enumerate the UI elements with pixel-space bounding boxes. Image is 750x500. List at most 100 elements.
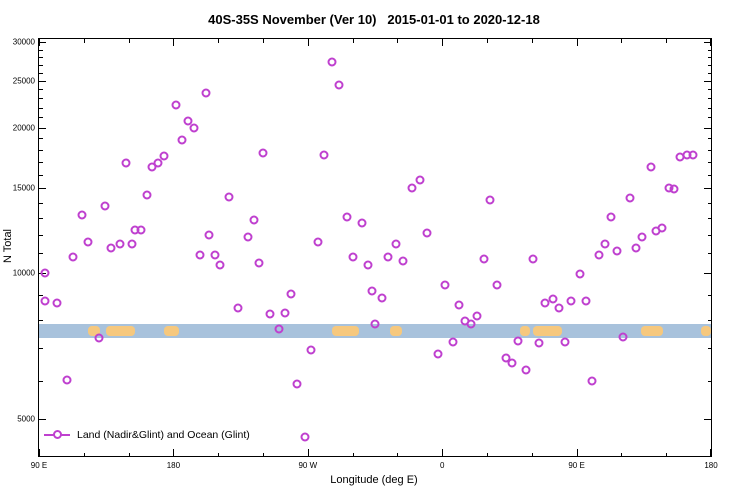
x-tick (397, 452, 399, 456)
data-point (204, 230, 214, 240)
y-tick (39, 188, 46, 190)
data-point (422, 228, 432, 238)
legend-circle-icon (53, 430, 62, 439)
y-tick (707, 320, 711, 322)
y-tick (707, 234, 711, 236)
y-tick (39, 117, 43, 119)
y-tick (707, 56, 711, 58)
y-tick (707, 107, 711, 109)
data-point (370, 319, 380, 329)
data-point (612, 246, 622, 256)
y-tick (39, 80, 46, 82)
y-tick (39, 202, 43, 204)
data-point (280, 308, 290, 318)
x-tick (531, 39, 533, 43)
data-point (215, 260, 225, 270)
y-tick (704, 127, 711, 129)
data-point (77, 210, 87, 220)
data-point (440, 280, 450, 290)
data-point (407, 183, 417, 193)
data-point (566, 296, 576, 306)
x-tick-label: 180 (166, 461, 181, 470)
data-point (142, 190, 152, 200)
y-tick (39, 149, 43, 151)
x-tick (531, 452, 533, 456)
legend-label: Land (Nadir&Glint) and Ocean (Glint) (77, 429, 250, 441)
x-tick (442, 449, 444, 456)
data-point (68, 252, 78, 262)
y-tick (39, 161, 43, 163)
data-point (258, 148, 268, 158)
x-tick (576, 39, 578, 46)
x-tick (173, 449, 175, 456)
y-tick (39, 42, 46, 44)
y-tick (39, 234, 43, 236)
y-tick (39, 64, 43, 66)
x-tick-label: 90 E (30, 461, 48, 470)
data-point (363, 260, 373, 270)
y-tick (707, 202, 711, 204)
x-tick (397, 39, 399, 43)
land-patch (164, 325, 180, 336)
x-tick (442, 39, 444, 46)
x-tick (352, 39, 354, 43)
data-point (159, 151, 169, 161)
x-tick (173, 39, 175, 46)
y-tick (707, 253, 711, 255)
y-tick (39, 56, 43, 58)
data-point (313, 237, 323, 247)
x-tick (83, 452, 85, 456)
data-point (688, 150, 698, 159)
y-tick (704, 418, 711, 420)
land-patch (88, 325, 101, 336)
data-point (334, 80, 344, 90)
x-tick (621, 452, 623, 456)
data-point (189, 123, 199, 133)
data-point (594, 250, 604, 260)
land-patch (533, 325, 562, 336)
land-patch (700, 325, 711, 336)
y-tick (39, 107, 43, 109)
x-tick (666, 452, 668, 456)
data-point (377, 293, 387, 303)
x-tick (710, 449, 711, 456)
land-patch (389, 325, 402, 336)
chart-title: 40S-35S November (Ver 10) 2015-01-01 to … (208, 12, 540, 27)
y-tick-label: 5000 (17, 414, 35, 424)
x-tick-label: 90 W (298, 461, 318, 470)
data-point (183, 116, 193, 126)
data-point (83, 237, 93, 247)
land-patch (331, 325, 359, 336)
data-point (646, 162, 656, 172)
data-point (100, 201, 110, 211)
y-tick (39, 218, 43, 220)
y-tick (707, 89, 711, 91)
data-point (233, 303, 243, 313)
data-point (466, 319, 476, 329)
x-tick-label: 90 E (568, 461, 585, 470)
y-tick (707, 218, 711, 220)
data-point (631, 243, 641, 253)
y-tick (707, 72, 711, 74)
y-tick (39, 138, 43, 140)
x-tick (39, 449, 40, 456)
data-point (40, 296, 50, 306)
land-patch (640, 325, 664, 336)
x-tick (128, 39, 130, 43)
land-patch (106, 325, 135, 336)
plot-area: 90 E 180 90 W 0 90 E 180 5000 10000 15000 20000 25… (13, 38, 718, 470)
data-point (274, 324, 284, 334)
data-point (367, 286, 377, 296)
y-tick-label: 20000 (12, 123, 35, 133)
data-point (606, 212, 616, 222)
data-point (575, 269, 585, 279)
data-point (587, 376, 597, 386)
data-point (224, 192, 234, 202)
x-tick (666, 39, 668, 43)
data-point (560, 337, 570, 347)
x-tick (621, 39, 623, 43)
y-tick (39, 253, 43, 255)
y-tick-label: 10000 (12, 268, 35, 278)
data-point (249, 215, 259, 225)
